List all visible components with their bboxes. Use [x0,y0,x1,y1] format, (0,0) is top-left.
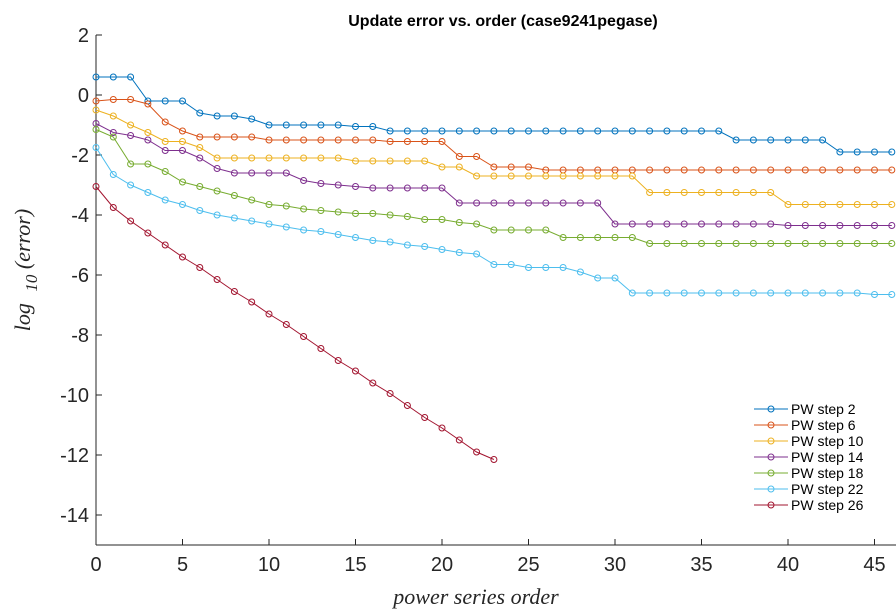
legend-item: PW step 6 [754,417,856,433]
x-tick-label: 40 [777,554,799,576]
legend-label: PW step 6 [791,417,856,433]
legend: PW step 2PW step 6PW step 10PW step 14PW… [754,401,864,513]
y-tick-label: -12 [60,445,89,467]
legend-label: PW step 2 [791,401,856,417]
series-5 [93,127,895,247]
legend-item: PW step 2 [754,401,856,417]
legend-label: PW step 18 [791,465,864,481]
series-2 [93,97,895,174]
x-tick-label: 20 [431,554,453,576]
x-tick-label: 10 [258,554,280,576]
legend-label: PW step 14 [791,449,864,465]
legend-item: PW step 22 [754,481,864,497]
chart-title: Update error vs. order (case9241pegase) [348,13,657,30]
x-tick-label: 15 [344,554,366,576]
legend-item: PW step 14 [754,449,864,465]
x-tick-label: 5 [177,554,188,576]
y-tick-label: 2 [78,25,89,47]
legend-label: PW step 22 [791,481,864,497]
series-3 [93,107,895,208]
x-tick-label: 35 [690,554,712,576]
y-tick-label: -8 [71,325,89,347]
series-line [96,187,494,460]
x-tick-label: 25 [517,554,539,576]
x-tick-label: 0 [90,554,101,576]
y-tick-label: -14 [60,505,89,527]
plot-area [96,35,896,545]
x-tick-label: 30 [604,554,626,576]
x-tick-label: 45 [863,554,885,576]
legend-item: PW step 18 [754,465,864,481]
series-1 [93,74,895,155]
y-tick-label: 0 [78,85,89,107]
x-axis-label: power series order [391,584,559,609]
legend-item: PW step 26 [754,497,864,513]
y-tick-label: -2 [71,145,89,167]
series-line [96,77,892,152]
series-layer [93,74,895,463]
y-axis-label-main: log [10,303,35,331]
legend-label: PW step 26 [791,497,864,513]
y-axis-label-tail: (error) [10,209,35,269]
y-tick-label: -4 [71,205,89,227]
y-axis-label-sub: 10 [22,274,41,292]
series-line [96,124,892,226]
legend-item: PW step 10 [754,433,864,449]
y-axis-label: log 10 (error) [10,209,42,331]
series-7 [93,184,497,463]
legend-label: PW step 10 [791,433,864,449]
y-tick-label: -6 [71,265,89,287]
y-tick-label: -10 [60,385,89,407]
